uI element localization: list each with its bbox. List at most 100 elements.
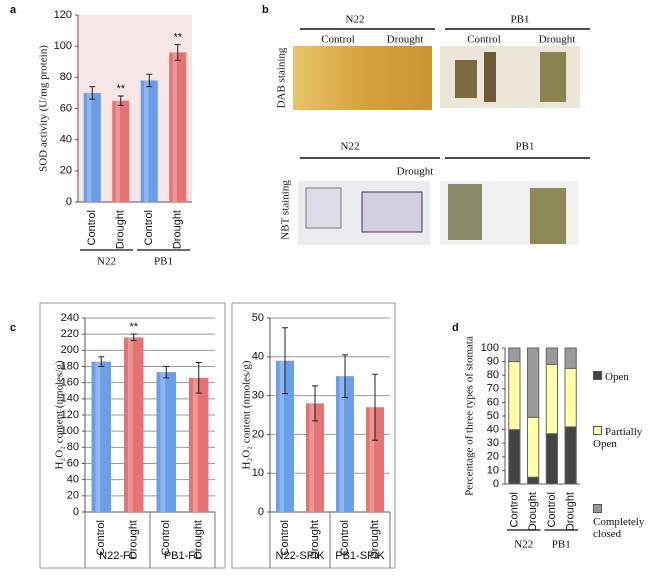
error-bar	[342, 354, 348, 399]
y-tick-label: 100	[54, 40, 72, 52]
bar	[276, 360, 294, 512]
y-axis-label: H₂O₂ content (nmoles/g)	[54, 360, 66, 469]
y-tick-label: 80	[67, 441, 79, 453]
y-tick-label: 40	[60, 134, 72, 146]
y-tick-label: 80	[60, 71, 72, 83]
legend-swatch	[593, 371, 602, 380]
y-tick-label: 90	[487, 356, 499, 368]
x-tick-label: Drought	[565, 492, 577, 531]
bar	[83, 92, 101, 202]
photo	[293, 46, 432, 110]
bar-shine	[172, 52, 177, 203]
leaf	[448, 184, 482, 240]
y-axis-label: SOD activity (U/mg protein)	[38, 45, 50, 172]
error-bar	[174, 44, 181, 61]
y-tick-label: 220	[61, 328, 79, 340]
x-tick-label: Control	[546, 492, 558, 527]
column-label: Drought	[539, 34, 576, 46]
error-bar	[117, 95, 124, 106]
bar-segment	[508, 429, 521, 485]
bar	[169, 52, 187, 203]
bar-shine	[115, 100, 120, 202]
bar-segment	[564, 426, 577, 485]
panel-label: c	[10, 322, 16, 334]
bar-segment	[545, 363, 558, 435]
y-tick-label: 80	[487, 369, 499, 381]
row-label: NBT staining	[280, 180, 292, 240]
y-axis-label: H₂O₂ content (nmoles/g)	[241, 360, 253, 469]
annotation: **	[173, 32, 182, 44]
y-tick-label: 0	[493, 478, 499, 490]
bar	[140, 80, 158, 202]
x-tick-label: Drought	[309, 520, 321, 559]
bar-segment	[545, 433, 558, 485]
y-tick-label: 20	[60, 165, 72, 177]
leaf	[484, 52, 496, 102]
frame	[231, 302, 396, 569]
error-bar	[163, 366, 170, 379]
bar	[112, 100, 130, 202]
error-bar	[98, 356, 105, 367]
group-label: PB1-SPIK	[335, 550, 385, 562]
column-label: Control	[321, 34, 355, 46]
y-tick-label: 40	[67, 474, 79, 486]
y-tick-label: 40	[252, 351, 264, 363]
x-tick-label: Control	[279, 520, 291, 555]
column-label: Control	[467, 34, 501, 46]
annotation: **	[129, 321, 138, 333]
y-tick-label: 10	[252, 467, 264, 479]
legend-label: Completely closed	[593, 516, 645, 540]
y-tick-label: 50	[252, 312, 264, 324]
y-tick-label: 240	[61, 312, 79, 324]
group-label: N22	[514, 539, 533, 551]
x-tick-label: Drought	[128, 520, 140, 559]
y-tick-label: 20	[67, 490, 79, 502]
leaf	[305, 187, 342, 229]
panel-label: a	[10, 4, 17, 16]
y-tick-label: 120	[54, 9, 72, 21]
legend-swatch	[593, 426, 602, 435]
y-tick-label: 0	[66, 196, 72, 208]
x-tick-label: Drought	[369, 520, 381, 559]
y-tick-label: 200	[61, 344, 79, 356]
y-tick-label: 40	[487, 424, 499, 436]
row-label: DAB staining	[276, 47, 288, 108]
y-tick-label: 60	[60, 102, 72, 114]
y-tick-label: 60	[487, 396, 499, 408]
bar	[306, 403, 324, 512]
y-tick-label: 10	[487, 464, 499, 476]
group-label: N22	[341, 141, 360, 153]
legend-swatch	[593, 504, 602, 513]
bar-segment	[527, 476, 540, 485]
group-label: PB1	[154, 256, 173, 268]
bar-shine	[95, 361, 101, 512]
group-label: PB1	[516, 141, 535, 153]
panel-label: b	[262, 4, 269, 16]
leaf	[361, 191, 423, 233]
bar-shine	[144, 80, 149, 202]
error-bar	[372, 373, 378, 441]
bar-segment	[508, 361, 521, 431]
bar	[189, 377, 209, 512]
x-tick-label: Drought	[172, 210, 184, 249]
panel-b: N22 Control Drought PB1 Control Drought …	[276, 14, 590, 245]
x-tick-label: Drought	[527, 492, 539, 531]
y-tick-label: 20	[487, 451, 499, 463]
bar-shine	[160, 372, 166, 512]
x-tick-label: Drought	[115, 210, 127, 249]
bar-shine	[87, 92, 92, 202]
bar-shine	[127, 337, 133, 512]
group-label: PB1-FL	[164, 550, 201, 562]
x-tick-label: Control	[95, 520, 107, 555]
y-tick-label: 180	[61, 360, 79, 372]
bar	[91, 361, 111, 512]
error-bar	[195, 361, 202, 394]
group-label: N22-SPIK	[276, 550, 326, 562]
bar	[336, 376, 354, 512]
bar-shine	[339, 376, 345, 512]
y-tick-label: 0	[73, 506, 79, 518]
bar-segment	[527, 347, 540, 418]
x-tick-label: Control	[143, 210, 155, 245]
